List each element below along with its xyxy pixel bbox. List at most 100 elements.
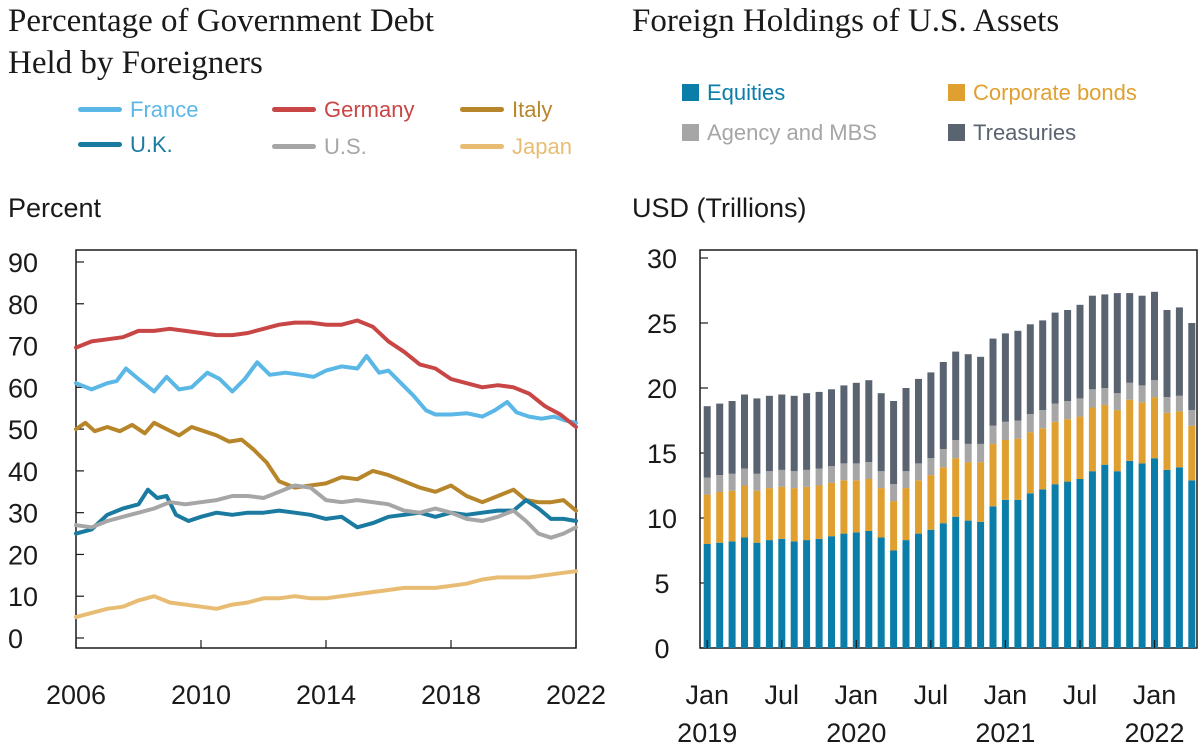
right-x-tick-year: 2020 xyxy=(826,718,886,748)
bar-segment-equities xyxy=(1151,458,1158,648)
bar-segment-treasuries xyxy=(716,403,724,476)
right-plot-frame xyxy=(699,249,1198,649)
legend-swatch-italy xyxy=(460,106,504,112)
bar-segment-corporate-bonds xyxy=(840,480,848,534)
bar-segment-agency-and-mbs xyxy=(1163,397,1171,413)
left-chart-title-line-2: Held by Foreigners xyxy=(8,45,263,81)
bar-segment-treasuries xyxy=(1101,294,1109,388)
bar-segment-corporate-bonds xyxy=(1014,438,1022,500)
bar-segment-treasuries xyxy=(1151,291,1158,381)
bar-segment-equities xyxy=(803,540,811,648)
legend-swatch-equities xyxy=(682,83,699,101)
bar-segment-corporate-bonds xyxy=(716,492,724,543)
bar-segment-treasuries xyxy=(753,398,761,474)
bar-segment-agency-and-mbs xyxy=(1051,403,1059,422)
bar-segment-corporate-bonds xyxy=(1001,440,1009,500)
bar-segment-treasuries xyxy=(865,380,873,463)
bar-segment-equities xyxy=(1051,484,1059,648)
bar-segment-equities xyxy=(877,537,885,648)
legend-label-us: U.S. xyxy=(324,134,367,159)
bar-segment-corporate-bonds xyxy=(828,482,835,537)
legend-item-germany: Germany xyxy=(272,97,414,123)
legend-swatch-us xyxy=(272,143,316,149)
bar-segment-corporate-bonds xyxy=(1175,411,1183,468)
left-y-axis-label: Percent xyxy=(8,193,102,223)
bar-segment-treasuries xyxy=(790,395,798,472)
left-chart-title-line-1: Percentage of Government Debt xyxy=(8,3,435,39)
right-x-tick-month: Jul xyxy=(1063,680,1098,710)
bar-segment-treasuries xyxy=(778,394,786,470)
bar-segment-equities xyxy=(828,536,835,648)
series-line-japan xyxy=(74,569,578,620)
bar-segment-treasuries xyxy=(1126,293,1134,383)
bar-segment-corporate-bonds xyxy=(1076,416,1084,479)
legend-label-agency-mbs: Agency and MBS xyxy=(707,120,877,145)
legend-label-equities: Equities xyxy=(707,80,786,105)
bar-segment-corporate-bonds xyxy=(939,467,947,524)
right-chart-title: Foreign Holdings of U.S. Assets xyxy=(632,3,1060,39)
bar-segment-corporate-bonds xyxy=(1163,412,1171,470)
bar-segment-treasuries xyxy=(977,356,985,444)
bar-segment-corporate-bonds xyxy=(741,485,748,538)
bar-segment-agency-and-mbs xyxy=(952,440,960,459)
bar-segment-corporate-bonds xyxy=(1113,410,1121,472)
legend-swatch-uk xyxy=(78,141,122,147)
bar-segment-equities xyxy=(865,531,873,648)
bar-segment-agency-and-mbs xyxy=(1126,382,1134,400)
bar-segment-agency-and-mbs xyxy=(1101,388,1109,405)
left-x-tick-label: 2006 xyxy=(46,680,106,710)
bar-segment-corporate-bonds xyxy=(803,486,811,541)
bar-segment-agency-and-mbs xyxy=(815,468,823,486)
legend-item-japan: Japan xyxy=(460,134,572,160)
bar-segment-corporate-bonds xyxy=(703,494,711,544)
bar-segment-equities xyxy=(1088,471,1096,648)
legend-swatch-corporate-bonds xyxy=(948,83,965,101)
left-x-tick-label: 2010 xyxy=(171,680,231,710)
right-y-tick-label: 15 xyxy=(647,439,677,469)
bar-segment-treasuries xyxy=(852,382,860,464)
bar-segment-equities xyxy=(1039,489,1047,648)
left-chart-title: Percentage of Government Debt Held by Fo… xyxy=(8,0,434,84)
legend-label-italy: Italy xyxy=(512,97,553,122)
bar-segment-agency-and-mbs xyxy=(1151,380,1158,398)
series-line-germany xyxy=(74,318,578,429)
bar-segment-equities xyxy=(1026,493,1034,648)
left-y-tick-label: 20 xyxy=(8,540,38,570)
legend-label-france: France xyxy=(130,97,199,122)
bar-segment-equities xyxy=(1126,460,1134,648)
bar-segment-treasuries xyxy=(828,389,835,466)
bar-segment-treasuries xyxy=(765,395,773,472)
left-y-tick-label: 90 xyxy=(8,248,38,278)
bar-segment-treasuries xyxy=(1026,324,1034,414)
bar-segment-treasuries xyxy=(964,354,972,444)
legend-item-us: U.S. xyxy=(272,134,367,160)
bar-segment-agency-and-mbs xyxy=(1014,420,1022,439)
bar-segment-corporate-bonds xyxy=(790,488,798,542)
bar-segment-equities xyxy=(989,506,997,648)
bar-segment-treasuries xyxy=(877,393,885,472)
left-y-tick-label: 80 xyxy=(8,290,38,320)
bar-segment-agency-and-mbs xyxy=(840,463,848,481)
legend-label-treasuries: Treasuries xyxy=(973,120,1077,145)
bar-segment-equities xyxy=(964,520,972,648)
series-line-uk xyxy=(74,487,578,536)
foreign-holdings-chart-panel: Foreign Holdings of U.S. Assets Equities… xyxy=(600,0,1200,755)
bar-segment-agency-and-mbs xyxy=(790,471,798,489)
right-x-tick-month: Jan xyxy=(984,680,1028,710)
bar-segment-agency-and-mbs xyxy=(1001,421,1009,440)
bar-segment-agency-and-mbs xyxy=(915,463,922,481)
bar-segment-treasuries xyxy=(1088,295,1096,390)
bar-segment-treasuries xyxy=(1014,330,1022,421)
legend-swatch-germany xyxy=(272,106,316,112)
stacked-bar-chart-svg: 0 5 10 15 20 25 30 Jan 2019 Jul Jan 2020 Jul Jan 2021 J… xyxy=(647,244,1198,748)
bar-segment-corporate-bonds xyxy=(877,488,885,538)
line-chart-svg: 0 10 20 30 40 50 60 70 80 90 2006 2010 2014 2018 2022 xyxy=(8,248,606,710)
legend-label-japan: Japan xyxy=(512,134,572,159)
bar-segment-corporate-bonds xyxy=(915,480,922,534)
bar-segment-equities xyxy=(1113,471,1121,648)
bar-segment-equities xyxy=(977,521,985,648)
left-y-tick-label: 50 xyxy=(8,415,38,445)
right-x-tick-month: Jan xyxy=(685,680,729,710)
right-y-tick-label: 0 xyxy=(654,634,669,664)
government-debt-chart-panel: Percentage of Government Debt Held by Fo… xyxy=(8,0,606,710)
